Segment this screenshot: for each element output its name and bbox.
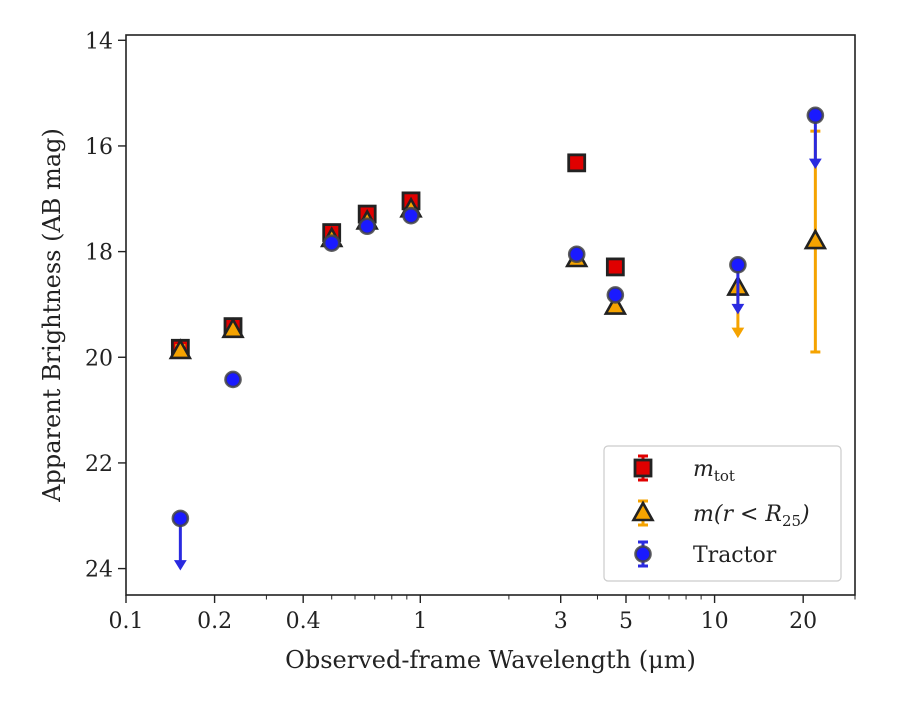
data-point — [605, 257, 625, 277]
data-point — [603, 293, 628, 315]
legend-label: mtot — [693, 457, 735, 485]
legend-box — [603, 445, 842, 582]
marks-layer — [168, 106, 828, 571]
legend-marker — [633, 458, 653, 478]
ticks-layer: 0.1 0.2 0.4 1 3 5 10 20 14 16 18 20 22 24 — [85, 29, 856, 634]
data-point — [221, 317, 245, 339]
data-point — [606, 286, 625, 304]
data-point — [322, 234, 341, 252]
legend-label: Tractor — [693, 543, 777, 568]
x-tick-label: 5 — [619, 609, 633, 634]
legend-marker — [631, 500, 655, 522]
y-tick-label: 24 — [85, 558, 113, 583]
x-tick-label: 0.4 — [286, 609, 321, 634]
x-tick-label: 1 — [413, 609, 427, 634]
upper-limit-arrow-head — [731, 303, 745, 315]
y-tick-label: 20 — [85, 346, 113, 371]
data-point — [358, 217, 376, 236]
x-tick-label: 10 — [701, 609, 729, 634]
x-tick-label: 0.2 — [197, 609, 232, 634]
data-point — [729, 256, 747, 274]
y-tick-label: 16 — [85, 135, 113, 160]
legend-label: m(r < R25) — [693, 502, 810, 530]
upper-limit-arrow-head — [808, 158, 822, 170]
upper-limit-arrow-head — [173, 560, 187, 571]
data-point — [806, 106, 825, 125]
data-point — [224, 370, 242, 389]
data-point — [567, 153, 587, 173]
data-point — [402, 206, 420, 225]
y-axis-label: Apparent Brightness (AB mag) — [38, 128, 66, 503]
series-tractor — [171, 106, 825, 571]
upper-limit-arrow-head — [731, 327, 745, 339]
data-point — [171, 509, 190, 528]
data-point — [168, 338, 193, 360]
x-tick-label: 20 — [789, 609, 817, 634]
legend: mtot m(r < R25) Tractor — [603, 445, 842, 582]
y-tick-label: 22 — [85, 452, 113, 477]
plot-frame — [125, 34, 856, 596]
x-axis-label: Observed-frame Wavelength (μm) — [285, 646, 696, 674]
data-point — [803, 228, 828, 250]
y-tick-label: 18 — [85, 241, 113, 266]
x-tick-label: 0.1 — [109, 609, 144, 634]
data-point — [567, 245, 586, 264]
y-tick-label: 14 — [85, 29, 113, 54]
legend-marker — [634, 545, 652, 563]
x-tick-label: 3 — [554, 609, 568, 634]
